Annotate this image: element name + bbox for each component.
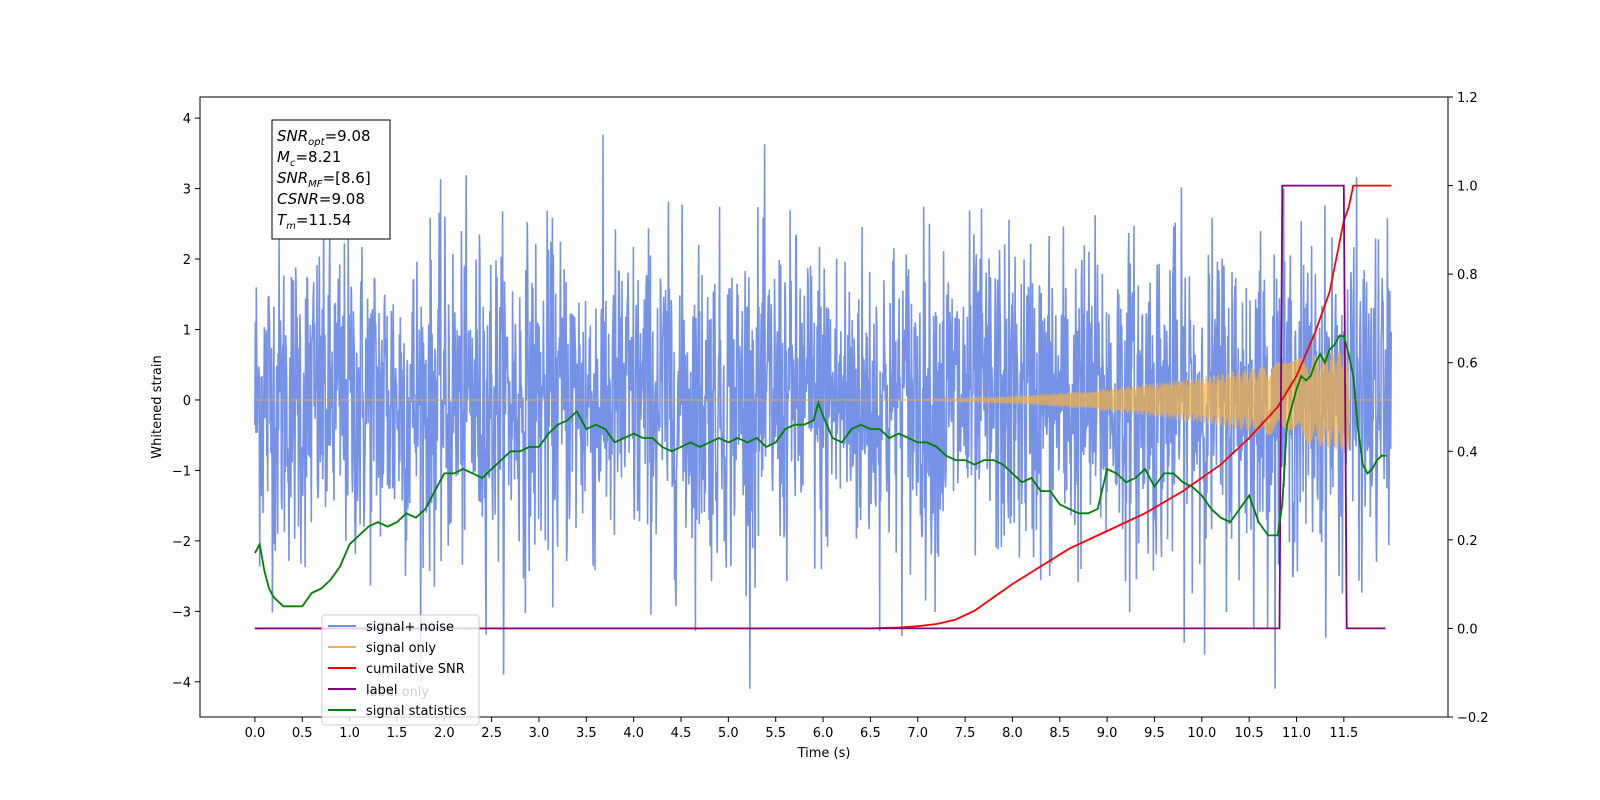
y-left-tick-label: −4	[172, 676, 191, 691]
x-tick-label: 5.0	[718, 726, 739, 741]
y-axis-left: 4 3 2 1 0 −1 −2 −3 −4	[172, 112, 200, 691]
y-left-tick-label: 1	[183, 324, 191, 339]
x-tick-label: 4.0	[623, 726, 644, 741]
y-left-tick-label: 4	[183, 112, 191, 127]
y-right-tick-label: 1.0	[1457, 180, 1478, 195]
x-tick-label: 9.0	[1097, 726, 1118, 741]
y-axis-right: 1.2 1.0 0.8 0.6 0.4 0.2 0.0 −0.2	[1448, 91, 1489, 726]
plot-area	[254, 134, 1392, 689]
x-tick-label: 10.5	[1235, 726, 1264, 741]
series-signal-only	[254, 348, 1392, 453]
x-tick-label: 6.0	[813, 726, 834, 741]
y-right-tick-label: 0.4	[1457, 445, 1478, 460]
legend-label: signal+ noise	[366, 620, 454, 635]
x-tick-label: 8.0	[1002, 726, 1023, 741]
y-right-tick-label: 0.0	[1457, 622, 1478, 637]
x-tick-label: 8.5	[1049, 726, 1070, 741]
x-tick-label: 7.5	[955, 726, 976, 741]
x-tick-label: 11.0	[1282, 726, 1311, 741]
series-signal-statistics	[254, 335, 1387, 608]
x-axis-label: Time (s)	[797, 746, 851, 761]
legend-label: signal statistics	[366, 704, 467, 719]
annotation-line: Tm=11.54	[277, 211, 351, 232]
y-left-tick-label: −1	[172, 464, 191, 479]
y-right-tick-label: 0.8	[1457, 268, 1478, 283]
x-tick-label: 6.5	[860, 726, 881, 741]
legend-label: cumilative SNR	[366, 662, 465, 677]
x-tick-label: 1.5	[387, 726, 408, 741]
y-left-tick-label: 2	[183, 253, 191, 268]
legend-frame	[321, 614, 480, 726]
x-tick-label: 3.0	[529, 726, 550, 741]
x-tick-label: 2.5	[481, 726, 502, 741]
axes-frame	[199, 96, 1449, 718]
y-right-tick-label: 0.2	[1457, 534, 1478, 549]
annotation-line: CSNR=9.08	[277, 190, 365, 208]
annotation-line: SNRopt=9.08	[277, 127, 371, 148]
y-right-tick-label: 0.6	[1457, 357, 1478, 372]
y-left-tick-label: −3	[172, 605, 191, 620]
legend-label: signal only	[366, 641, 436, 656]
annotation-box-frame	[271, 119, 391, 240]
y-left-tick-label: 0	[183, 394, 191, 409]
legend-label: label	[366, 683, 397, 698]
series-label	[254, 184, 1386, 630]
x-tick-label: 9.5	[1144, 726, 1165, 741]
x-tick-label: 0.0	[245, 726, 266, 741]
annotation-line: Mc=8.21	[277, 148, 341, 169]
y-right-tick-label: 1.2	[1457, 91, 1478, 106]
x-tick-label: 5.5	[765, 726, 786, 741]
y-right-tick-label: −0.2	[1457, 711, 1489, 726]
x-tick-label: 7.0	[907, 726, 928, 741]
series-signal-noise	[254, 134, 1392, 689]
x-tick-label: 3.5	[576, 726, 597, 741]
y-axis-label: Whitened strain	[150, 355, 165, 458]
series-cumilative-snr	[254, 184, 1392, 630]
x-tick-label: 11.5	[1329, 726, 1358, 741]
y-left-tick-label: −2	[172, 535, 191, 550]
x-tick-label: 10.0	[1187, 726, 1216, 741]
x-tick-label: 0.5	[292, 726, 313, 741]
x-axis: 0.0 0.5 1.0 1.5 2.0 2.5 3.0 3.5 4.0 4.5 5.0 5.5 6.0 6…	[245, 717, 1358, 741]
annotation-line: SNRMF=[8.6]	[277, 169, 371, 190]
x-tick-label: 4.5	[671, 726, 692, 741]
x-tick-label: 2.0	[434, 726, 455, 741]
x-tick-label: 1.0	[339, 726, 360, 741]
y-left-tick-label: 3	[183, 183, 191, 198]
